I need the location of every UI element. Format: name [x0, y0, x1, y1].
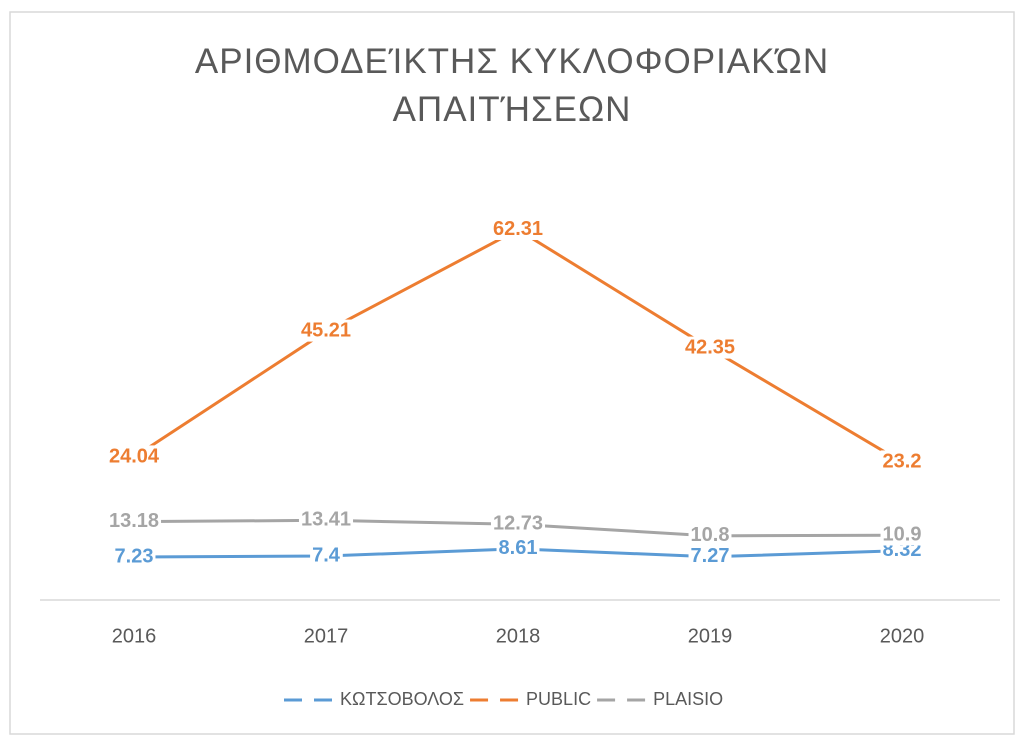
data-label: 7.4 [312, 544, 341, 566]
data-label: 62.31 [493, 218, 543, 240]
data-label: 42.35 [685, 337, 735, 359]
label-background [880, 523, 924, 546]
label-background [688, 524, 732, 547]
x-tick-label: 2018 [496, 625, 541, 647]
label-background [880, 450, 924, 473]
chart-border [9, 11, 1015, 735]
data-label: 12.73 [493, 513, 543, 535]
label-background [490, 512, 546, 535]
label-background [106, 509, 162, 532]
data-label: 10.8 [691, 524, 730, 546]
data-label: 7.23 [115, 545, 154, 567]
label-background [298, 508, 354, 531]
x-tick-label: 2020 [880, 625, 925, 647]
x-tick-label: 2016 [112, 625, 157, 647]
label-background [496, 537, 540, 560]
chart-title: ΑΡΙΘΜΟΔΕΊΚΤΗΣ ΚΥΚΛΟΦΟΡΙΑΚΏΝ ΑΠΑΙΤΉΣΕΩΝ [194, 42, 830, 129]
data-label: 8.61 [499, 537, 538, 559]
data-label: 13.18 [109, 510, 159, 532]
label-background [112, 545, 156, 568]
x-tick-label: 2017 [304, 625, 349, 647]
legend-label: PLAISIO [653, 689, 723, 709]
data-label: 24.04 [109, 445, 160, 467]
data-label: 13.41 [301, 509, 351, 531]
x-tick-label: 2019 [688, 625, 733, 647]
data-label: 7.27 [691, 545, 730, 567]
label-background [688, 545, 732, 568]
label-background [490, 217, 546, 240]
data-label: 10.9 [883, 524, 922, 546]
label-background [298, 319, 354, 342]
data-label: 23.2 [883, 450, 922, 472]
data-label: 45.21 [301, 320, 351, 342]
legend-label: PUBLIC [526, 689, 591, 709]
legend-label: ΚΩΤΣΟΒΟΛΟΣ [340, 689, 464, 709]
label-background [682, 336, 738, 359]
label-background [106, 445, 162, 468]
label-background [310, 544, 343, 567]
